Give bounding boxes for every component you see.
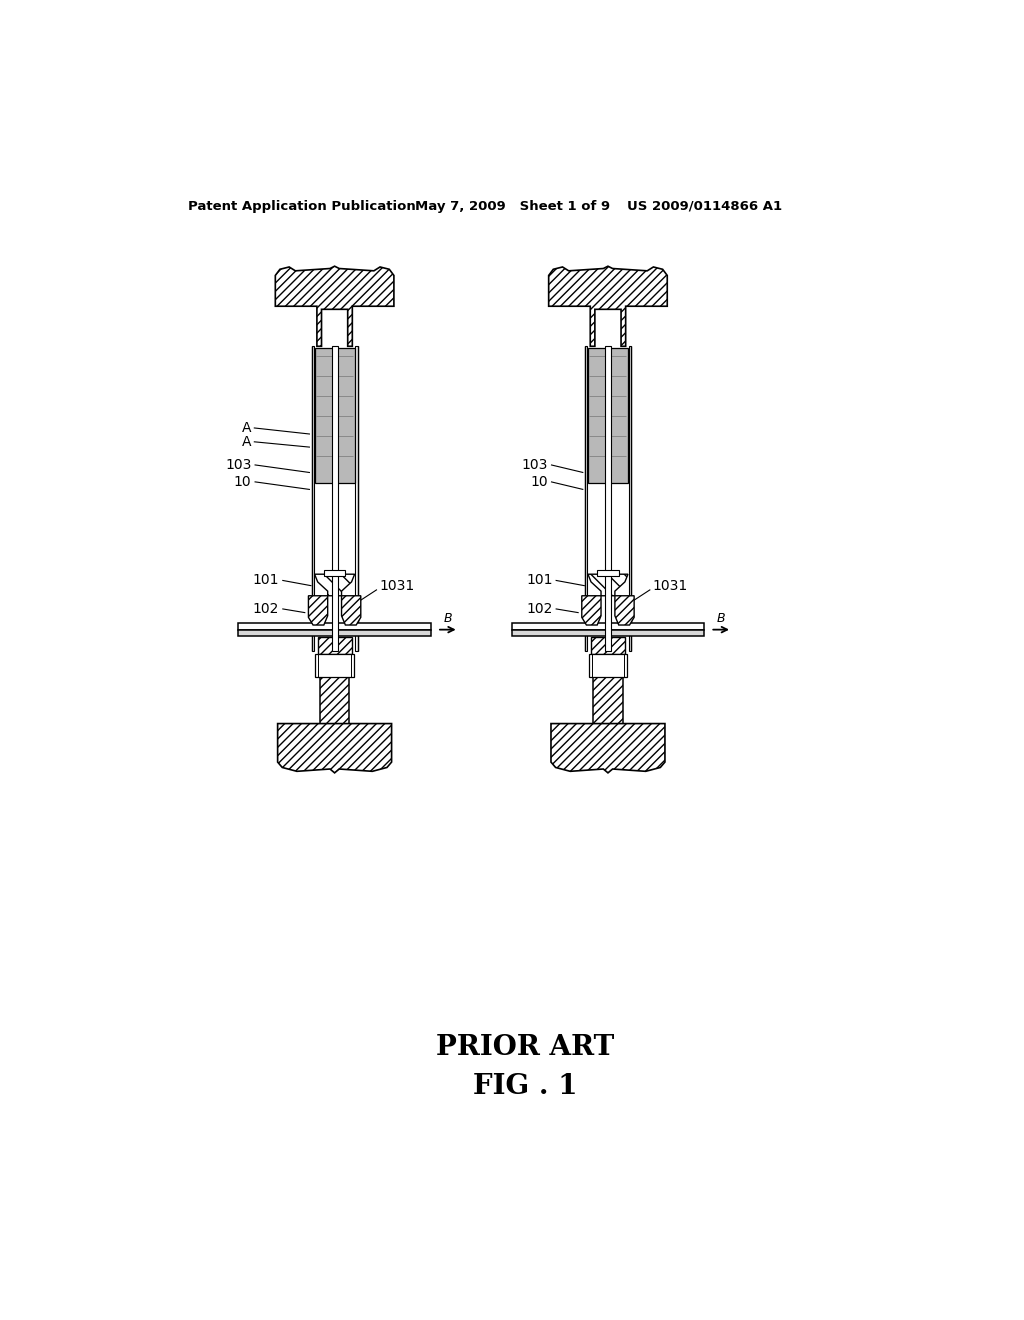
Text: 1031: 1031 [379, 578, 415, 593]
Polygon shape [551, 723, 665, 774]
Polygon shape [314, 574, 354, 595]
Bar [593, 677, 623, 723]
Text: 102: 102 [526, 602, 553, 616]
Text: 1031: 1031 [652, 578, 688, 593]
Text: A: A [242, 434, 252, 449]
Text: Patent Application Publication: Patent Application Publication [188, 199, 416, 213]
Text: FIG . 1: FIG . 1 [472, 1073, 578, 1100]
Bar [317, 638, 351, 655]
Bar [629, 346, 631, 651]
Text: 102: 102 [253, 602, 280, 616]
Bar [512, 623, 705, 630]
Polygon shape [588, 574, 628, 595]
Bar [512, 630, 705, 636]
Polygon shape [549, 267, 668, 346]
Bar [355, 346, 357, 651]
Polygon shape [614, 595, 634, 626]
Bar [589, 655, 628, 677]
Bar [311, 346, 313, 651]
Bar [605, 346, 611, 651]
Text: 10: 10 [530, 475, 548, 488]
Text: 101: 101 [253, 573, 280, 587]
Bar [314, 348, 354, 483]
Bar [315, 655, 354, 677]
Bar [585, 346, 587, 651]
Text: 103: 103 [225, 458, 252, 471]
Text: PRIOR ART: PRIOR ART [435, 1035, 614, 1061]
Bar [324, 570, 345, 576]
Text: 103: 103 [521, 458, 548, 471]
Text: 101: 101 [526, 573, 553, 587]
Polygon shape [582, 595, 601, 626]
Text: B: B [443, 612, 453, 626]
Bar [319, 677, 349, 723]
Polygon shape [278, 723, 391, 774]
Bar [597, 570, 618, 576]
Bar [239, 630, 431, 636]
Text: 10: 10 [233, 475, 252, 488]
Polygon shape [275, 267, 394, 346]
Text: US 2009/0114866 A1: US 2009/0114866 A1 [628, 199, 782, 213]
Bar [332, 346, 338, 651]
Polygon shape [342, 595, 360, 626]
Bar [239, 623, 431, 630]
Polygon shape [308, 595, 328, 626]
Text: A: A [242, 421, 252, 434]
Bar [588, 348, 628, 483]
Text: May 7, 2009   Sheet 1 of 9: May 7, 2009 Sheet 1 of 9 [416, 199, 610, 213]
Text: B: B [717, 612, 725, 626]
Bar [591, 638, 625, 655]
